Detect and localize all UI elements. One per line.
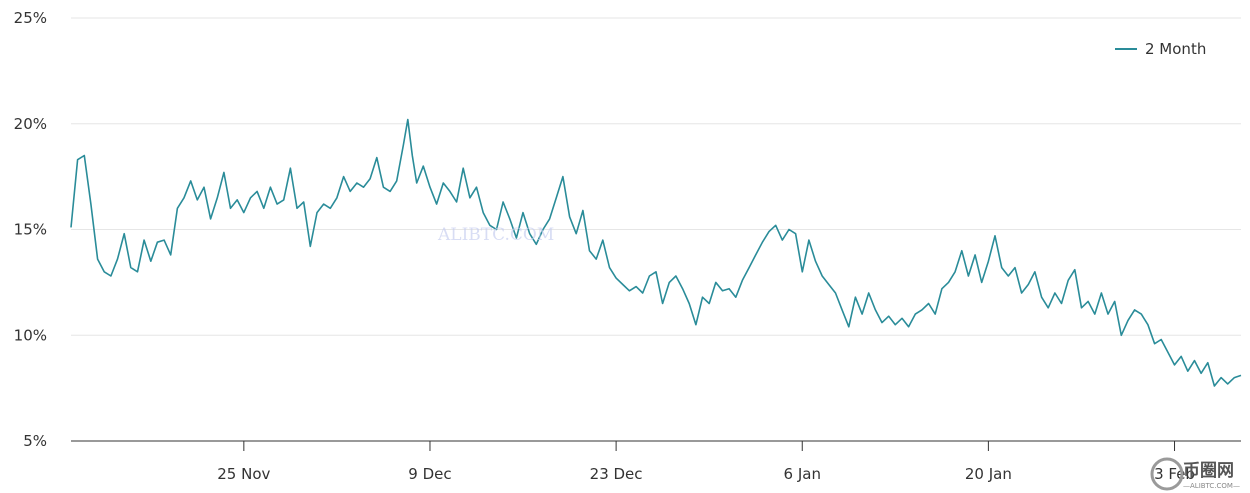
watermark-text: ALIBTC.COM bbox=[437, 225, 554, 245]
logo-sub-text: —ALIBTC.COM— bbox=[1183, 482, 1240, 490]
x-tick-label: 25 Nov bbox=[217, 465, 270, 483]
logo-circle-icon bbox=[1150, 457, 1184, 491]
x-axis: 25 Nov 9 Dec 23 Dec 6 Jan 20 Jan 3 Feb bbox=[71, 440, 1241, 483]
legend[interactable]: 2 Month bbox=[1115, 40, 1206, 58]
x-tick-label: 6 Jan bbox=[784, 465, 821, 483]
logo-main-text: 币圈网 bbox=[1183, 461, 1234, 481]
x-tick-label: 3 Feb bbox=[1154, 465, 1195, 483]
grid-lines bbox=[71, 17, 1241, 336]
y-tick-label: 15% bbox=[14, 221, 47, 239]
series-layer bbox=[70, 118, 1242, 387]
y-tick-label: 20% bbox=[14, 115, 47, 133]
y-axis-ticks: 25% 20% 15% 10% 5% bbox=[14, 9, 47, 450]
x-tick-label: 9 Dec bbox=[408, 465, 451, 483]
legend-label-2-month: 2 Month bbox=[1145, 40, 1206, 58]
site-logo: 币圈网 —ALIBTC.COM— bbox=[1150, 457, 1240, 491]
x-tick-label: 23 Dec bbox=[590, 465, 643, 483]
y-tick-label: 5% bbox=[23, 432, 47, 450]
y-tick-label: 25% bbox=[14, 9, 47, 27]
series-line-2-month bbox=[70, 118, 1242, 387]
x-tick-label: 20 Jan bbox=[965, 465, 1012, 483]
y-tick-label: 10% bbox=[14, 326, 47, 344]
